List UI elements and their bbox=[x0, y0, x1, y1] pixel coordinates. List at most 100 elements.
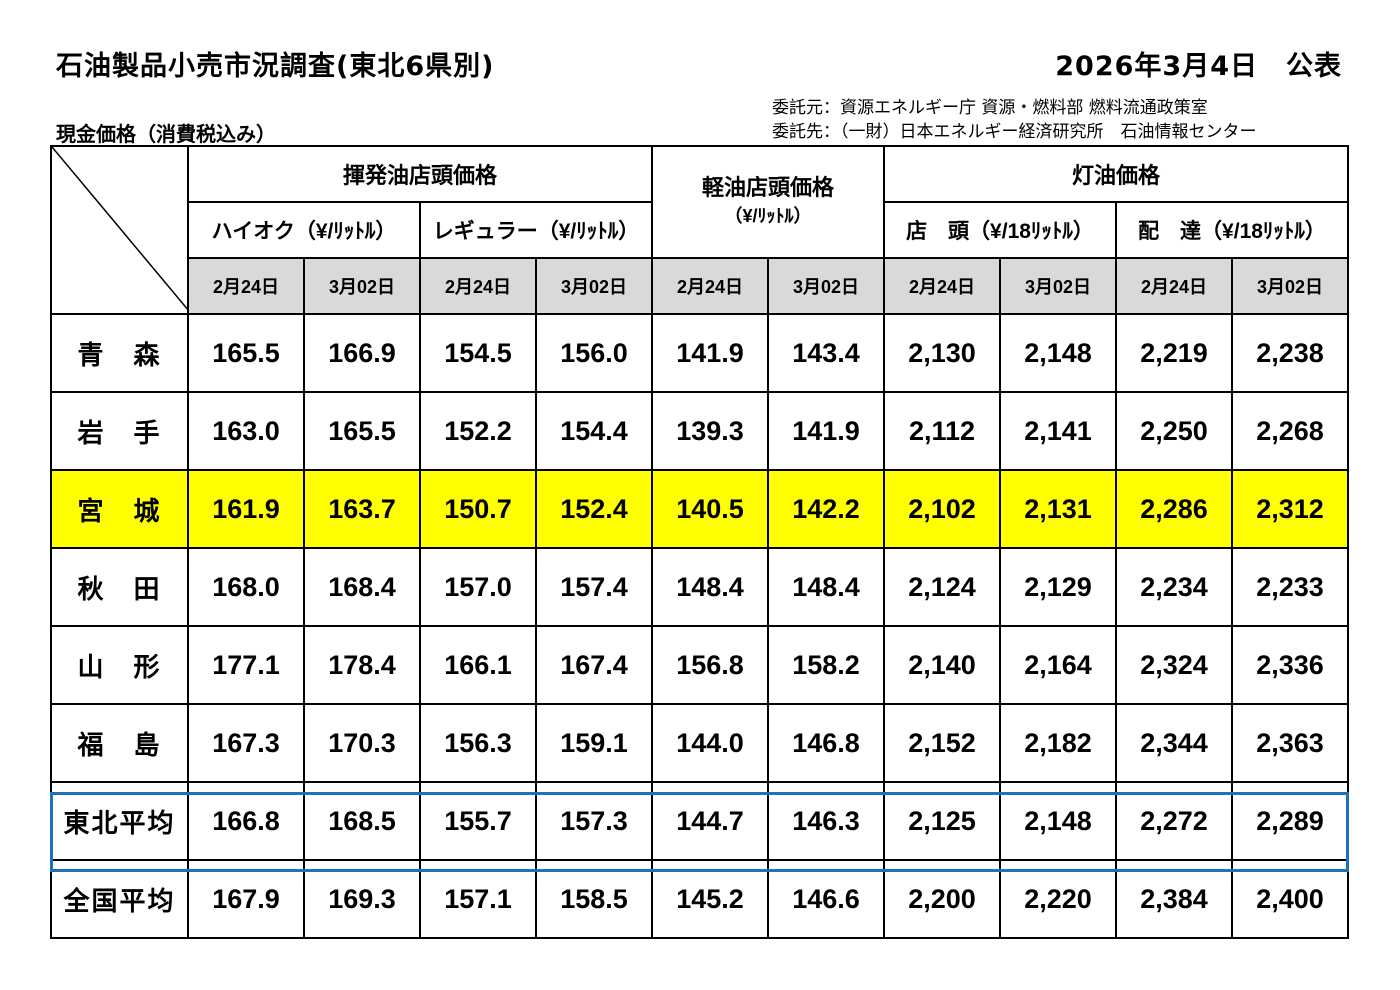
region-name: 岩 手 bbox=[50, 391, 189, 471]
price-cell: 157.0 bbox=[419, 547, 537, 627]
region-name: 山 形 bbox=[50, 625, 189, 705]
table-row: 宮 城 161.9 163.7 150.7 152.4 140.5 142.2 2,102 2,… bbox=[50, 469, 1349, 549]
kerosene-header: 灯油価格 bbox=[883, 145, 1349, 203]
price-cell: 156.8 bbox=[651, 625, 769, 705]
date-header: 3月02日 bbox=[535, 257, 653, 315]
price-cell: 169.3 bbox=[303, 859, 421, 939]
price-cell: 2,289 bbox=[1231, 781, 1349, 861]
corner-cell bbox=[50, 145, 189, 315]
table-row: 東北平均 166.8 168.5 155.7 157.3 144.7 146.3 2,125 2… bbox=[50, 781, 1349, 861]
table-row: 岩 手 163.0 165.5 152.2 154.4 139.3 141.9 2,112 2,… bbox=[50, 391, 1349, 471]
price-cell: 146.8 bbox=[767, 703, 885, 783]
price-cell: 2,384 bbox=[1115, 859, 1233, 939]
diesel-title: 軽油店頭価格 bbox=[701, 175, 834, 200]
price-cell: 2,130 bbox=[883, 313, 1001, 393]
date-header: 2月24日 bbox=[187, 257, 305, 315]
price-cell: 2,148 bbox=[999, 313, 1117, 393]
region-name: 宮 城 bbox=[50, 469, 189, 549]
page-title: 石油製品小売市況調査(東北6県別) bbox=[56, 51, 495, 82]
price-cell: 141.9 bbox=[767, 391, 885, 471]
table-row: 山 形 177.1 178.4 166.1 167.4 156.8 158.2 2,140 2,… bbox=[50, 625, 1349, 705]
region-name: 青 森 bbox=[50, 313, 189, 393]
price-cell: 148.4 bbox=[651, 547, 769, 627]
price-cell: 2,102 bbox=[883, 469, 1001, 549]
price-cell: 157.1 bbox=[419, 859, 537, 939]
price-cell: 159.1 bbox=[535, 703, 653, 783]
price-cell: 2,129 bbox=[999, 547, 1117, 627]
price-cell: 156.0 bbox=[535, 313, 653, 393]
date-header: 2月24日 bbox=[1115, 257, 1233, 315]
price-cell: 146.6 bbox=[767, 859, 885, 939]
price-cell: 2,250 bbox=[1115, 391, 1233, 471]
table-row: 福 島 167.3 170.3 156.3 159.1 144.0 146.8 2,152 2,… bbox=[50, 703, 1349, 783]
price-cell: 154.4 bbox=[535, 391, 653, 471]
region-name: 全国平均 bbox=[50, 859, 189, 939]
price-cell: 2,141 bbox=[999, 391, 1117, 471]
price-cell: 2,125 bbox=[883, 781, 1001, 861]
high-octane-header: ハイオク（¥/ﾘｯﾄﾙ） bbox=[187, 201, 421, 259]
date-header: 3月02日 bbox=[1231, 257, 1349, 315]
price-table: 揮発油店頭価格 軽油店頭価格 （¥/ﾘｯﾄﾙ） 灯油価格 ハイオク（¥/ﾘｯﾄﾙ… bbox=[50, 145, 1349, 939]
price-cell: 152.4 bbox=[535, 469, 653, 549]
date-header: 2月24日 bbox=[651, 257, 769, 315]
price-cell: 170.3 bbox=[303, 703, 421, 783]
price-cell: 168.0 bbox=[187, 547, 305, 627]
price-cell: 140.5 bbox=[651, 469, 769, 549]
price-cell: 2,140 bbox=[883, 625, 1001, 705]
date-header: 2月24日 bbox=[419, 257, 537, 315]
price-cell: 2,200 bbox=[883, 859, 1001, 939]
price-cell: 2,238 bbox=[1231, 313, 1349, 393]
price-cell: 2,124 bbox=[883, 547, 1001, 627]
commission-info: 委託元：資源エネルギー庁 資源・燃料部 燃料流通政策室 委託先：（一財）日本エネ… bbox=[772, 96, 1257, 144]
date-header: 3月02日 bbox=[999, 257, 1117, 315]
contractor-text: 委託先：（一財）日本エネルギー経済研究所 石油情報センター bbox=[772, 122, 1257, 142]
price-cell: 167.4 bbox=[535, 625, 653, 705]
region-name: 東北平均 bbox=[50, 781, 189, 861]
price-cell: 2,233 bbox=[1231, 547, 1349, 627]
price-cell: 139.3 bbox=[651, 391, 769, 471]
date-header: 2月24日 bbox=[883, 257, 1001, 315]
price-cell: 178.4 bbox=[303, 625, 421, 705]
price-cell: 2,286 bbox=[1115, 469, 1233, 549]
price-cell: 144.0 bbox=[651, 703, 769, 783]
price-cell: 177.1 bbox=[187, 625, 305, 705]
price-cell: 154.5 bbox=[419, 313, 537, 393]
date-header-row: 2月24日 3月02日 2月24日 3月02日 2月24日 3月02日 2月24… bbox=[51, 257, 1349, 315]
price-cell: 141.9 bbox=[651, 313, 769, 393]
price-cell: 158.2 bbox=[767, 625, 885, 705]
table-row: 全国平均 167.9 169.3 157.1 158.5 145.2 146.6 2,200 2… bbox=[50, 859, 1349, 939]
price-cell: 168.4 bbox=[303, 547, 421, 627]
date-header: 3月02日 bbox=[303, 257, 421, 315]
price-cell: 166.8 bbox=[187, 781, 305, 861]
price-cell: 2,268 bbox=[1231, 391, 1349, 471]
gasoline-header: 揮発油店頭価格 bbox=[187, 145, 653, 203]
price-cell: 165.5 bbox=[303, 391, 421, 471]
price-cell: 158.5 bbox=[535, 859, 653, 939]
price-cell: 144.7 bbox=[651, 781, 769, 861]
price-cell: 156.3 bbox=[419, 703, 537, 783]
date-header: 3月02日 bbox=[767, 257, 885, 315]
price-cell: 155.7 bbox=[419, 781, 537, 861]
price-cell: 2,344 bbox=[1115, 703, 1233, 783]
publish-date: 2026年3月4日 公表 bbox=[1055, 51, 1342, 82]
commissioner-text: 委託元：資源エネルギー庁 資源・燃料部 燃料流通政策室 bbox=[772, 98, 1208, 118]
price-cell: 2,152 bbox=[883, 703, 1001, 783]
table-subtitle: 現金価格（消費税込み） bbox=[56, 122, 276, 146]
price-cell: 152.2 bbox=[419, 391, 537, 471]
price-cell: 165.5 bbox=[187, 313, 305, 393]
price-cell: 167.3 bbox=[187, 703, 305, 783]
price-cell: 2,182 bbox=[999, 703, 1117, 783]
price-cell: 142.2 bbox=[767, 469, 885, 549]
price-cell: 167.9 bbox=[187, 859, 305, 939]
price-cell: 2,164 bbox=[999, 625, 1117, 705]
price-cell: 2,219 bbox=[1115, 313, 1233, 393]
kerosene-store-header: 店 頭（¥/18ﾘｯﾄﾙ） bbox=[883, 201, 1117, 259]
kerosene-delivery-header: 配 達（¥/18ﾘｯﾄﾙ） bbox=[1115, 201, 1349, 259]
price-cell: 2,272 bbox=[1115, 781, 1233, 861]
price-cell: 161.9 bbox=[187, 469, 305, 549]
price-cell: 2,336 bbox=[1231, 625, 1349, 705]
price-cell: 157.4 bbox=[535, 547, 653, 627]
price-cell: 163.0 bbox=[187, 391, 305, 471]
price-cell: 166.9 bbox=[303, 313, 421, 393]
price-cell: 150.7 bbox=[419, 469, 537, 549]
